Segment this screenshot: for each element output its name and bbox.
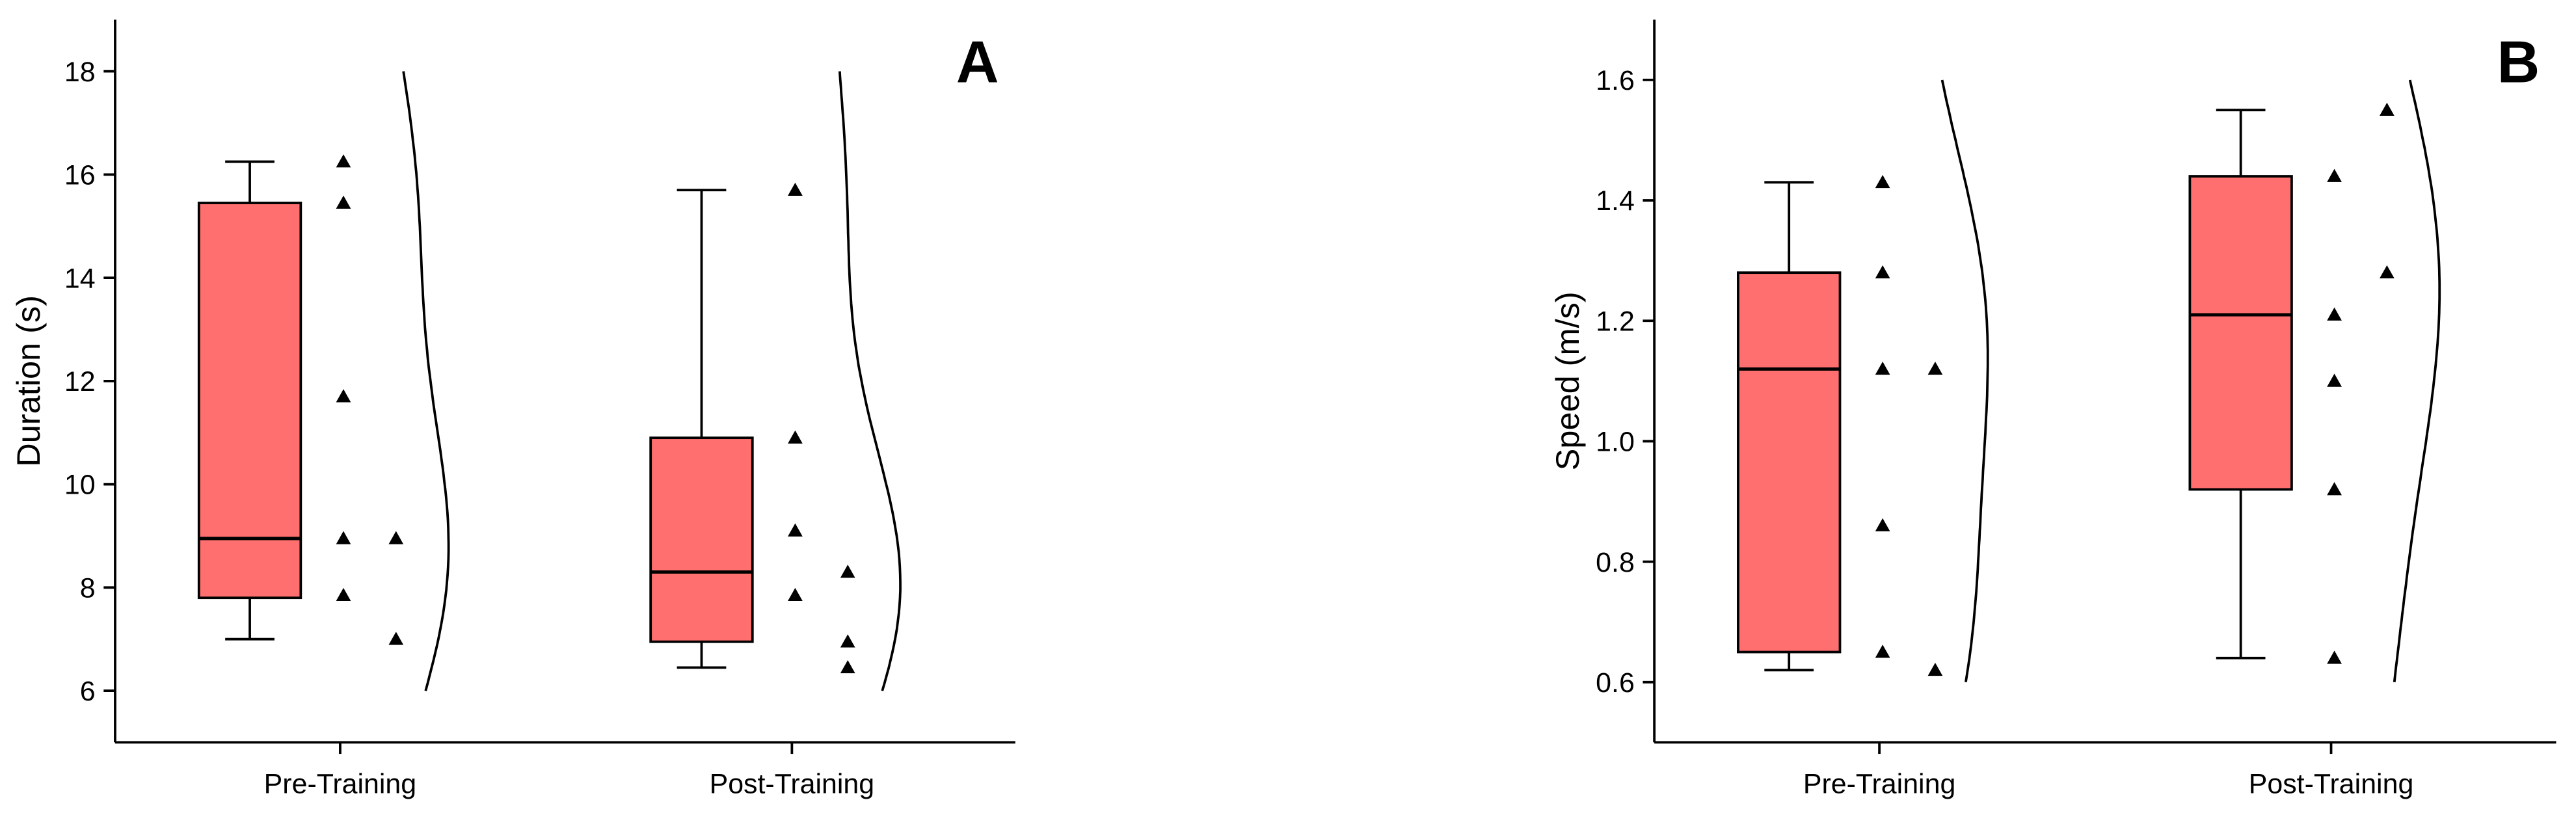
- data-point: [388, 632, 404, 645]
- data-point: [336, 531, 351, 544]
- data-point: [388, 531, 404, 544]
- data-point: [336, 587, 351, 602]
- y-tick-label: 16: [64, 160, 96, 191]
- data-point: [1927, 361, 1943, 375]
- data-point: [1875, 265, 1890, 279]
- y-tick-label: 1.0: [1596, 427, 1635, 458]
- data-point: [840, 565, 855, 578]
- data-point: [1875, 518, 1890, 531]
- density-curve: [2393, 79, 2441, 682]
- data-point: [2380, 102, 2395, 116]
- data-point: [2327, 307, 2342, 321]
- data-point: [788, 587, 803, 602]
- y-tick-label: 1.2: [1596, 306, 1635, 337]
- data-point: [788, 182, 803, 196]
- y-tick-label: 14: [64, 263, 96, 294]
- y-tick-label: 1.4: [1596, 185, 1635, 217]
- data-point: [2327, 482, 2342, 496]
- y-axis-label: Duration (s): [10, 295, 47, 467]
- density-curve: [402, 71, 450, 691]
- density-curve: [1940, 79, 1989, 683]
- data-point: [336, 154, 351, 168]
- x-tick-label: Pre-Training: [264, 769, 416, 800]
- data-point: [1875, 645, 1890, 658]
- x-tick-label: Pre-Training: [1803, 769, 1955, 800]
- data-point: [2327, 373, 2342, 387]
- y-tick-label: 6: [80, 676, 96, 707]
- y-axis-label: Speed (m/s): [1549, 291, 1586, 470]
- data-point: [1875, 174, 1890, 189]
- y-tick-label: 8: [80, 572, 96, 604]
- x-tick-label: Post-Training: [710, 769, 875, 800]
- box: [649, 436, 754, 643]
- data-point: [788, 430, 803, 444]
- data-point: [1927, 662, 1943, 676]
- y-tick-label: 12: [64, 366, 96, 397]
- panel-label: B: [2497, 29, 2540, 95]
- density-curve: [838, 71, 902, 691]
- y-tick-label: 0.8: [1596, 547, 1635, 578]
- box: [197, 202, 302, 600]
- y-tick-label: 10: [64, 470, 96, 501]
- data-point: [2327, 650, 2342, 664]
- box: [1737, 271, 1842, 654]
- data-point: [788, 523, 803, 537]
- data-point: [2380, 265, 2395, 279]
- data-point: [1875, 361, 1890, 375]
- data-point: [336, 195, 351, 209]
- y-tick-label: 1.6: [1596, 65, 1635, 96]
- data-point: [840, 660, 855, 674]
- y-tick-label: 0.6: [1596, 667, 1635, 699]
- y-tick-label: 18: [64, 57, 96, 88]
- x-tick-label: Post-Training: [2249, 769, 2414, 800]
- box: [2188, 175, 2293, 491]
- data-point: [840, 634, 855, 648]
- panel-label: A: [956, 29, 999, 95]
- data-point: [2327, 168, 2342, 182]
- data-point: [336, 389, 351, 403]
